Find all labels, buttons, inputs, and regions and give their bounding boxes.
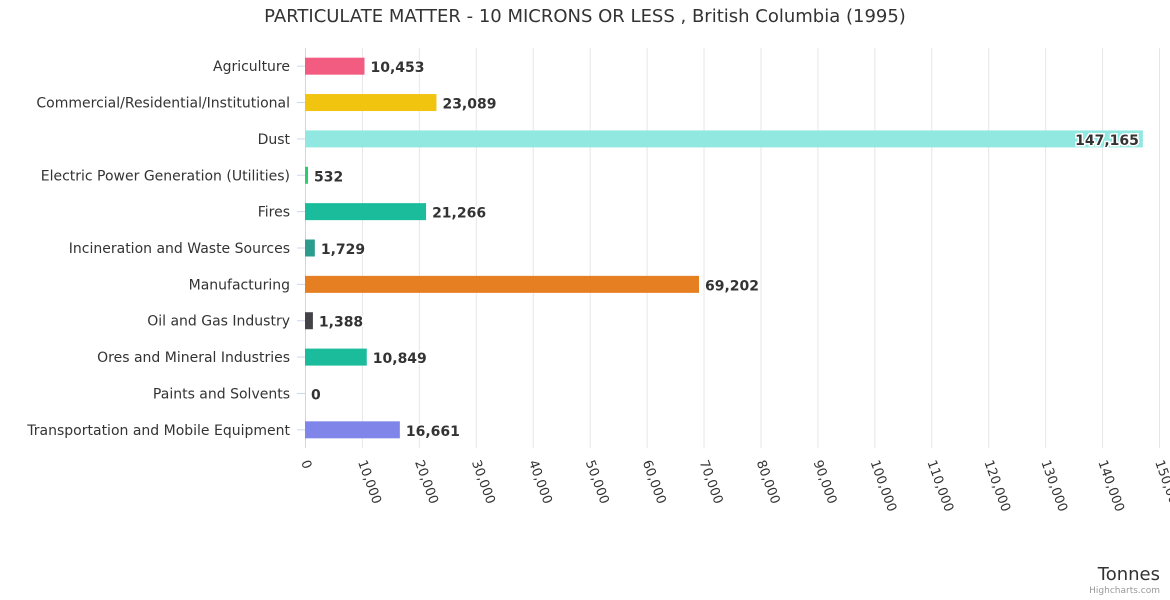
bar[interactable] (305, 421, 400, 439)
category-label: Manufacturing (189, 277, 290, 293)
x-tick-label: 100,000 (867, 458, 899, 514)
category-label: Paints and Solvents (153, 386, 290, 402)
x-tick-label: 130,000 (1037, 458, 1069, 514)
bar[interactable] (305, 166, 309, 184)
category-label: Commercial/Residential/Institutional (36, 96, 290, 112)
value-labels: 10,453 23,089 147,165 532 21,266 1,729 69,202 1… (310, 59, 1141, 442)
value-label: 0 (311, 387, 321, 403)
category-label: Agriculture (213, 59, 290, 75)
bar[interactable] (305, 239, 315, 257)
bar[interactable] (305, 348, 367, 366)
value-label: 21,266 (432, 206, 486, 222)
bars (305, 57, 1143, 439)
value-label: 147,165 (1075, 133, 1139, 149)
x-tick-label: 140,000 (1094, 458, 1126, 514)
category-label: Electric Power Generation (Utilities) (41, 168, 290, 184)
x-tick-label: 50,000 (582, 458, 612, 506)
x-tick-label: 40,000 (525, 458, 555, 506)
credits-link[interactable]: Highcharts.com (1089, 586, 1160, 596)
x-tick-label: 110,000 (924, 458, 956, 514)
value-label: 10,849 (373, 351, 427, 367)
bar[interactable] (305, 275, 699, 293)
category-label: Ores and Mineral Industries (97, 350, 290, 366)
category-label: Dust (258, 132, 291, 148)
x-tick-label: 10,000 (354, 458, 384, 506)
category-label: Fires (258, 205, 290, 221)
x-axis-tick-labels: 0 10,000 20,000 30,000 40,000 50,000 60,000 70,… (297, 458, 1170, 514)
category-labels: Agriculture Commercial/Residential/Instit… (26, 59, 305, 439)
bar[interactable] (305, 130, 1143, 148)
value-label: 1,388 (319, 315, 363, 331)
x-tick-label: 60,000 (639, 458, 669, 506)
bar[interactable] (305, 203, 427, 221)
x-tick-label: 150,000 (1151, 458, 1170, 514)
value-label: 1,729 (321, 242, 365, 258)
x-tick-label: 30,000 (468, 458, 498, 506)
value-label: 532 (314, 169, 343, 185)
bar[interactable] (305, 94, 437, 112)
x-tick-label: 120,000 (980, 458, 1012, 514)
category-label: Oil and Gas Industry (147, 314, 290, 330)
x-tick-label: 0 (297, 458, 314, 471)
bar[interactable] (305, 57, 365, 75)
x-tick-label: 20,000 (411, 458, 441, 506)
value-label: 10,453 (371, 60, 425, 76)
grid-lines (305, 48, 1160, 448)
category-label: Transportation and Mobile Equipment (26, 423, 290, 439)
value-label: 16,661 (406, 424, 460, 440)
x-tick-label: 80,000 (753, 458, 783, 506)
chart-title: PARTICULATE MATTER - 10 MICRONS OR LESS … (264, 6, 906, 27)
value-label: 23,089 (442, 97, 496, 113)
category-label: Incineration and Waste Sources (69, 241, 290, 257)
x-axis-title: Tonnes (1097, 564, 1160, 585)
x-tick-label: 70,000 (696, 458, 726, 506)
value-label: 69,202 (705, 278, 759, 294)
bar[interactable] (305, 312, 313, 330)
x-tick-label: 90,000 (810, 458, 840, 506)
